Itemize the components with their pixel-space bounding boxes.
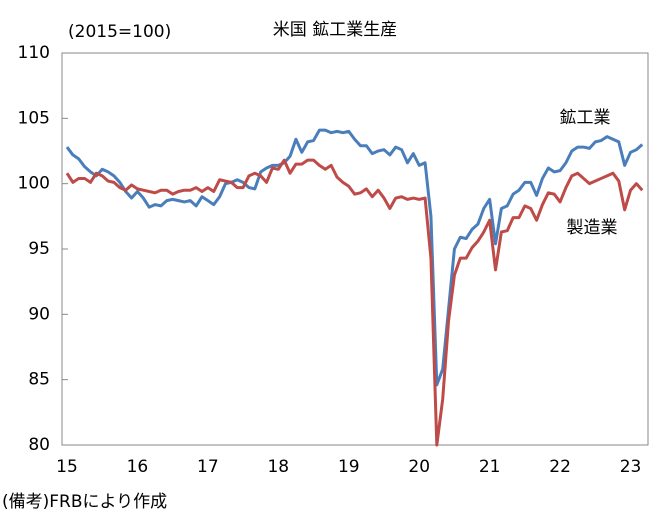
- y-tick-label: 110: [18, 43, 50, 63]
- y-tick-label: 85: [28, 370, 50, 390]
- y-tick-label: 105: [18, 108, 50, 128]
- y-tick-label: 95: [28, 239, 50, 259]
- y-tick-label: 90: [28, 304, 50, 324]
- series-line: [65, 158, 644, 447]
- series-label: 鉱工業: [560, 108, 611, 128]
- series-label: 製造業: [567, 218, 618, 238]
- x-tick-label: 19: [338, 457, 360, 477]
- x-tick-label: 20: [408, 457, 430, 477]
- x-tick-label: 15: [56, 457, 78, 477]
- y-tick-label: 100: [18, 174, 50, 194]
- chart-note: (備考)FRBにより作成: [2, 492, 167, 512]
- chart-title: 米国 鉱工業生産: [273, 20, 397, 40]
- y-tick-label: 80: [28, 435, 50, 455]
- x-tick-label: 16: [127, 457, 149, 477]
- x-tick-label: 21: [479, 457, 501, 477]
- x-tick-label: 22: [549, 457, 571, 477]
- series-line: [65, 128, 644, 387]
- x-tick-label: 18: [267, 457, 289, 477]
- x-tick-label: 17: [197, 457, 219, 477]
- chart-subtitle: (2015=100): [68, 22, 171, 42]
- x-tick-label: 23: [620, 457, 642, 477]
